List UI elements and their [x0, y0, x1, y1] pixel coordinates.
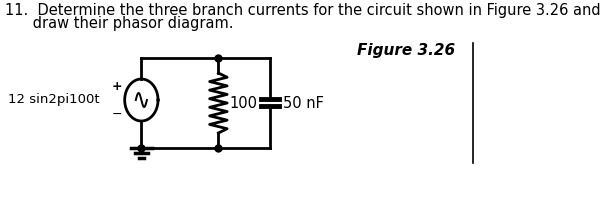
Text: +: + [111, 80, 122, 92]
Text: 12 sin2pi100t: 12 sin2pi100t [8, 94, 100, 107]
Text: −: − [112, 107, 122, 121]
Text: 11.  Determine the three branch currents for the circuit shown in Figure 3.26 an: 11. Determine the three branch currents … [5, 3, 600, 18]
Text: draw their phasor diagram.: draw their phasor diagram. [5, 16, 233, 31]
Text: 50 nF: 50 nF [283, 95, 324, 111]
Text: 100: 100 [230, 95, 258, 111]
Text: Figure 3.26: Figure 3.26 [357, 43, 455, 58]
